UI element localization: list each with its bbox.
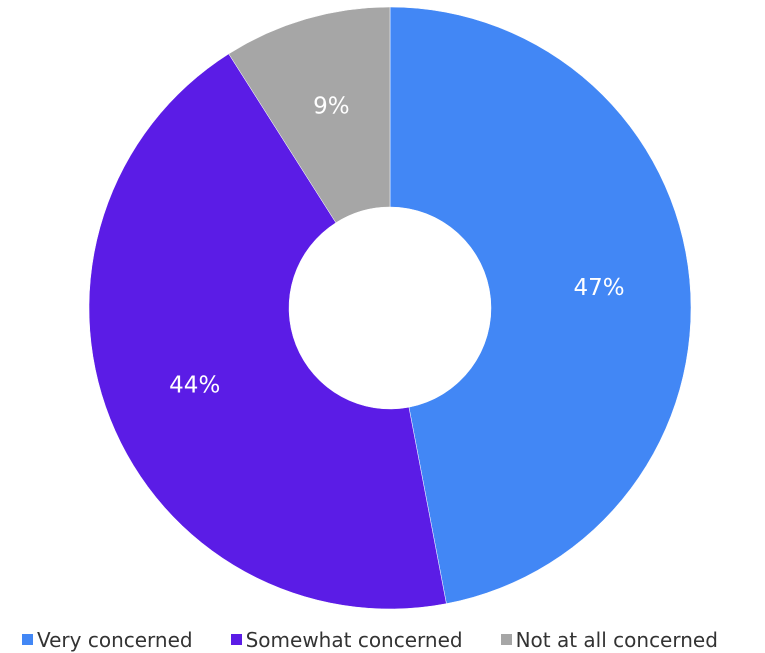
legend-item-not-at-all-concerned: Not at all concerned	[500, 627, 718, 652]
slice-somewhat-concerned	[88, 53, 447, 610]
legend-label-very-concerned: Very concerned	[37, 627, 193, 652]
legend-item-somewhat-concerned: Somewhat concerned	[230, 627, 463, 652]
slice-very-concerned	[389, 6, 692, 604]
legend-label-not-at-all-concerned: Not at all concerned	[515, 627, 718, 652]
slice-not-at-all-concerned	[228, 6, 391, 224]
legend-swatch-very-concerned	[22, 634, 33, 645]
legend-item-very-concerned: Very concerned	[22, 628, 193, 652]
data-label-somewhat-concerned: 44%	[169, 372, 220, 398]
legend-swatch-not-at-all-concerned	[500, 634, 512, 645]
donut-data-labels: 47% 44% 9%	[169, 93, 624, 398]
legend-swatch-somewhat-concerned	[230, 634, 242, 645]
legend-label-somewhat-concerned: Somewhat concerned	[245, 627, 463, 652]
data-label-not-at-all-concerned: 9%	[313, 93, 350, 119]
donut-slices	[88, 6, 692, 610]
chart-legend: Very concerned Somewhat concerned Not at…	[22, 626, 756, 653]
data-label-very-concerned: 47%	[574, 275, 625, 301]
